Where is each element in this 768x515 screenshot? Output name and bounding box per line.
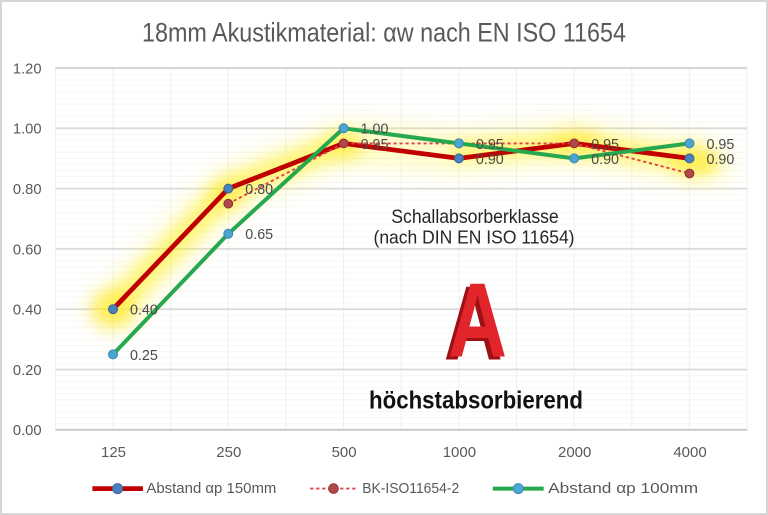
svg-text:1.00: 1.00 <box>361 122 389 138</box>
svg-text:0.95: 0.95 <box>361 137 389 153</box>
svg-text:0.95: 0.95 <box>591 137 619 153</box>
svg-text:1000: 1000 <box>443 444 476 461</box>
svg-text:2000: 2000 <box>558 444 591 461</box>
svg-text:BK-ISO11654-2: BK-ISO11654-2 <box>362 481 459 497</box>
svg-text:1.20: 1.20 <box>13 61 42 77</box>
svg-text:0.60: 0.60 <box>13 242 42 258</box>
svg-text:Abstand αp 100mm: Abstand αp 100mm <box>548 481 698 497</box>
svg-text:4000: 4000 <box>673 444 706 461</box>
svg-text:A: A <box>444 265 503 383</box>
svg-text:Abstand αp 150mm: Abstand αp 150mm <box>146 481 276 497</box>
svg-text:0.80: 0.80 <box>245 182 273 198</box>
svg-text:0.90: 0.90 <box>591 152 619 168</box>
svg-text:A: A <box>448 261 507 379</box>
svg-text:0.00: 0.00 <box>13 423 42 439</box>
svg-text:125: 125 <box>101 444 126 461</box>
svg-text:0.80: 0.80 <box>13 182 42 198</box>
svg-text:0.90: 0.90 <box>707 152 735 168</box>
svg-text:0.90: 0.90 <box>476 152 504 168</box>
svg-text:höchstabsorbierend: höchstabsorbierend <box>369 387 583 415</box>
svg-text:500: 500 <box>332 444 357 461</box>
svg-text:0.95: 0.95 <box>476 137 504 153</box>
svg-text:0.65: 0.65 <box>245 227 273 243</box>
svg-text:Schallabsorberklasse: Schallabsorberklasse <box>391 206 559 228</box>
svg-text:(nach DIN EN ISO 11654): (nach DIN EN ISO 11654) <box>374 227 575 248</box>
svg-text:0.20: 0.20 <box>13 363 42 379</box>
svg-text:18mm Akustikmaterial: αw nach: 18mm Akustikmaterial: αw nach EN ISO 116… <box>142 17 626 47</box>
svg-text:0.40: 0.40 <box>13 303 42 319</box>
svg-text:250: 250 <box>216 444 241 461</box>
svg-text:0.40: 0.40 <box>130 303 158 319</box>
svg-text:0.25: 0.25 <box>130 348 158 364</box>
svg-text:0.95: 0.95 <box>707 137 735 153</box>
svg-text:1.00: 1.00 <box>13 122 42 138</box>
